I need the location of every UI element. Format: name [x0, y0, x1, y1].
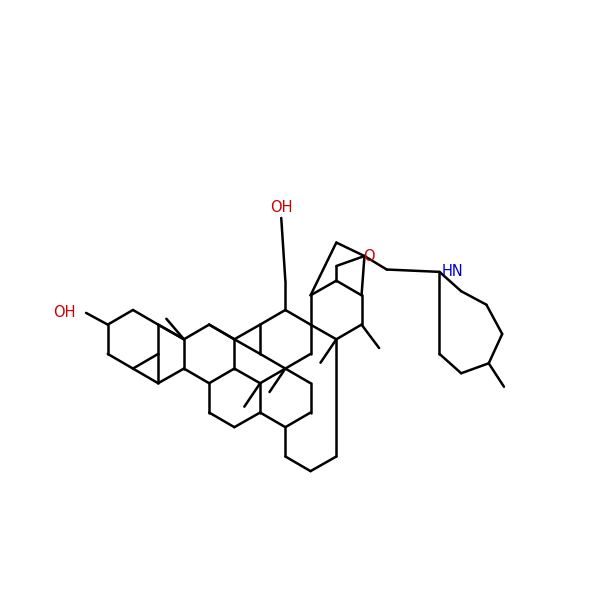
Text: OH: OH — [270, 200, 292, 215]
Text: OH: OH — [53, 305, 76, 320]
Text: HN: HN — [442, 265, 464, 280]
Text: O: O — [364, 248, 375, 263]
